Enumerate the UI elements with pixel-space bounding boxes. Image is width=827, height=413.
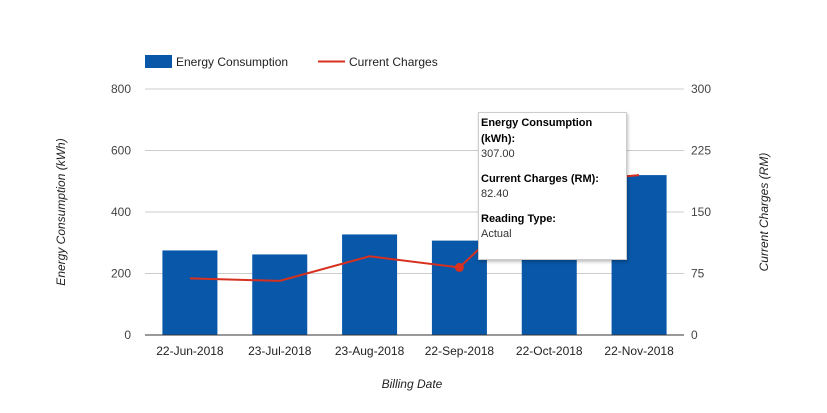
bar bbox=[342, 234, 398, 335]
tooltip-reading-value: Actual bbox=[481, 228, 512, 240]
bar bbox=[431, 240, 487, 335]
tooltip-reading-label: Reading Type: bbox=[481, 212, 556, 225]
y-right-tick-label: 0 bbox=[691, 328, 698, 342]
tooltip-consumption-label-2: (kWh): bbox=[481, 132, 516, 145]
y-left-tick-label: 200 bbox=[111, 267, 131, 281]
y-left-tick-label: 800 bbox=[111, 82, 131, 96]
x-tick-label: 22-Sep-2018 bbox=[425, 344, 495, 358]
legend: Energy Consumption Current Charges bbox=[145, 55, 438, 69]
x-tick-label: 22-Oct-2018 bbox=[516, 344, 583, 358]
tooltip-charges-label: Current Charges (RM): bbox=[481, 172, 599, 185]
tooltip-consumption-label-1: Energy Consumption bbox=[481, 117, 593, 129]
bar bbox=[252, 254, 308, 335]
x-tick-label: 23-Aug-2018 bbox=[335, 344, 405, 358]
y-right-tick-label: 75 bbox=[691, 267, 705, 281]
x-tick-label: 22-Jun-2018 bbox=[156, 344, 224, 358]
x-tick-label: 23-Jul-2018 bbox=[248, 344, 312, 358]
legend-label-current-charges: Current Charges bbox=[349, 55, 438, 69]
axes: 0 200 400 600 800 0 75 150 225 300 22-Jun-2018 23-J… bbox=[54, 82, 771, 391]
y-right-tick-label: 225 bbox=[691, 144, 711, 158]
y-left-tick-label: 0 bbox=[124, 328, 131, 342]
x-axis-title: Billing Date bbox=[382, 377, 443, 391]
y-right-tick-label: 300 bbox=[691, 82, 711, 96]
legend-label-energy-consumption: Energy Consumption bbox=[176, 55, 288, 69]
x-tick-label: 22-Nov-2018 bbox=[604, 344, 674, 358]
bar bbox=[162, 250, 218, 335]
y-right-tick-label: 150 bbox=[691, 205, 711, 219]
bar bbox=[521, 248, 577, 335]
legend-swatch-energy-consumption bbox=[145, 55, 172, 68]
tooltip-charges-value: 82.40 bbox=[481, 188, 509, 200]
y-right-axis-title: Current Charges (RM) bbox=[757, 153, 771, 272]
y-left-axis-title: Energy Consumption (kWh) bbox=[54, 138, 68, 285]
data-tooltip: Energy Consumption (kWh): 307.00 Current… bbox=[478, 112, 627, 260]
y-left-tick-label: 600 bbox=[111, 144, 131, 158]
line-point-highlighted bbox=[454, 262, 464, 272]
bar-series-energy-consumption bbox=[162, 175, 667, 335]
y-left-tick-label: 400 bbox=[111, 205, 131, 219]
tooltip-consumption-value: 307.00 bbox=[481, 148, 515, 160]
